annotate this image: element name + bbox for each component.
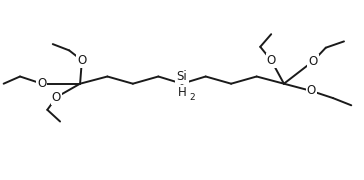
Text: O: O [37, 77, 47, 90]
Text: H: H [178, 86, 186, 99]
Text: O: O [52, 91, 61, 104]
Text: O: O [266, 54, 276, 67]
Text: O: O [77, 54, 87, 67]
Text: Si: Si [177, 70, 187, 83]
Text: O: O [308, 55, 318, 68]
Text: O: O [306, 84, 316, 97]
Text: 2: 2 [189, 93, 195, 102]
